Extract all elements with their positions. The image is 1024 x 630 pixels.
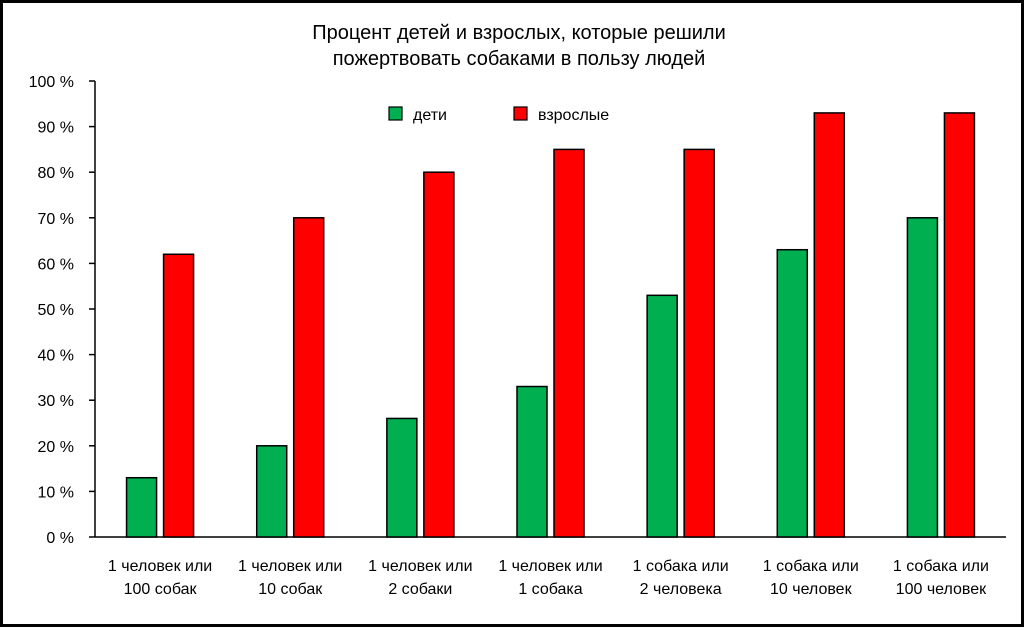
bar-children xyxy=(646,294,678,538)
x-tick-label: 10 собак xyxy=(258,581,323,598)
legend-label: взрослые xyxy=(538,107,609,124)
chart-title-line-1: Процент детей и взрослых, которые решили xyxy=(312,22,726,44)
x-tick-label: 1 человек или xyxy=(498,558,602,575)
bar-chart: Процент детей и взрослых, которые решили… xyxy=(29,22,1006,598)
bar-children xyxy=(776,248,809,538)
bar-adults xyxy=(943,112,976,538)
bar-adults xyxy=(423,171,455,538)
x-tick-label: 10 человек xyxy=(770,581,853,598)
bar-children xyxy=(255,445,288,538)
chart-title-line-2: пожертвовать собаками в пользу людей xyxy=(333,48,706,70)
y-tick-label: 60 % xyxy=(38,256,74,273)
x-tick-label: 1 собака или xyxy=(633,558,729,575)
legend-swatch xyxy=(513,106,528,121)
y-tick-label: 30 % xyxy=(38,393,74,410)
legend-label: дети xyxy=(413,107,447,124)
legend-swatch xyxy=(388,106,403,121)
y-tick-label: 50 % xyxy=(38,302,74,319)
x-tick-label: 2 собаки xyxy=(388,581,452,598)
x-tick-label: 1 человек или xyxy=(108,558,212,575)
bar-children xyxy=(386,417,418,538)
bar-adults xyxy=(553,148,585,538)
x-tick-label: 100 человек xyxy=(896,581,987,598)
legend: дети взрослые xyxy=(388,106,609,124)
x-tick-label: 1 человек или xyxy=(368,558,472,575)
y-axis-ticks: 0 % 10 % 20 % 30 % 40 % 50 % 60 % 70 % 80 % 90 % 1… xyxy=(29,74,95,547)
chart-title: Процент детей и взрослых, которые решили… xyxy=(312,22,726,70)
x-tick-label: 2 человека xyxy=(640,581,722,598)
bar-children xyxy=(906,217,939,538)
bar-adults xyxy=(813,112,846,538)
x-tick-label: 1 человек или xyxy=(238,558,342,575)
bar-adults xyxy=(683,148,715,538)
x-axis-labels: 1 человек или 100 собак 1 человек или 10 со… xyxy=(108,558,989,598)
axes xyxy=(94,81,1006,538)
y-tick-label: 10 % xyxy=(38,484,74,501)
y-tick-label: 70 % xyxy=(38,211,74,228)
x-tick-label: 1 собака или xyxy=(893,558,989,575)
x-tick-label: 100 собак xyxy=(124,581,198,598)
y-tick-label: 40 % xyxy=(38,348,74,365)
y-tick-label: 20 % xyxy=(38,439,74,456)
y-tick-label: 80 % xyxy=(38,165,74,182)
bar-children xyxy=(125,476,158,538)
bars xyxy=(125,112,976,538)
x-tick-label: 1 собака xyxy=(518,581,582,598)
x-tick-label: 1 собака или xyxy=(763,558,859,575)
y-tick-label: 90 % xyxy=(38,120,74,137)
y-tick-label: 100 % xyxy=(29,74,74,91)
bar-adults xyxy=(162,253,195,538)
bar-adults xyxy=(292,217,325,538)
bar-children xyxy=(516,385,548,538)
y-tick-label: 0 % xyxy=(46,530,74,547)
